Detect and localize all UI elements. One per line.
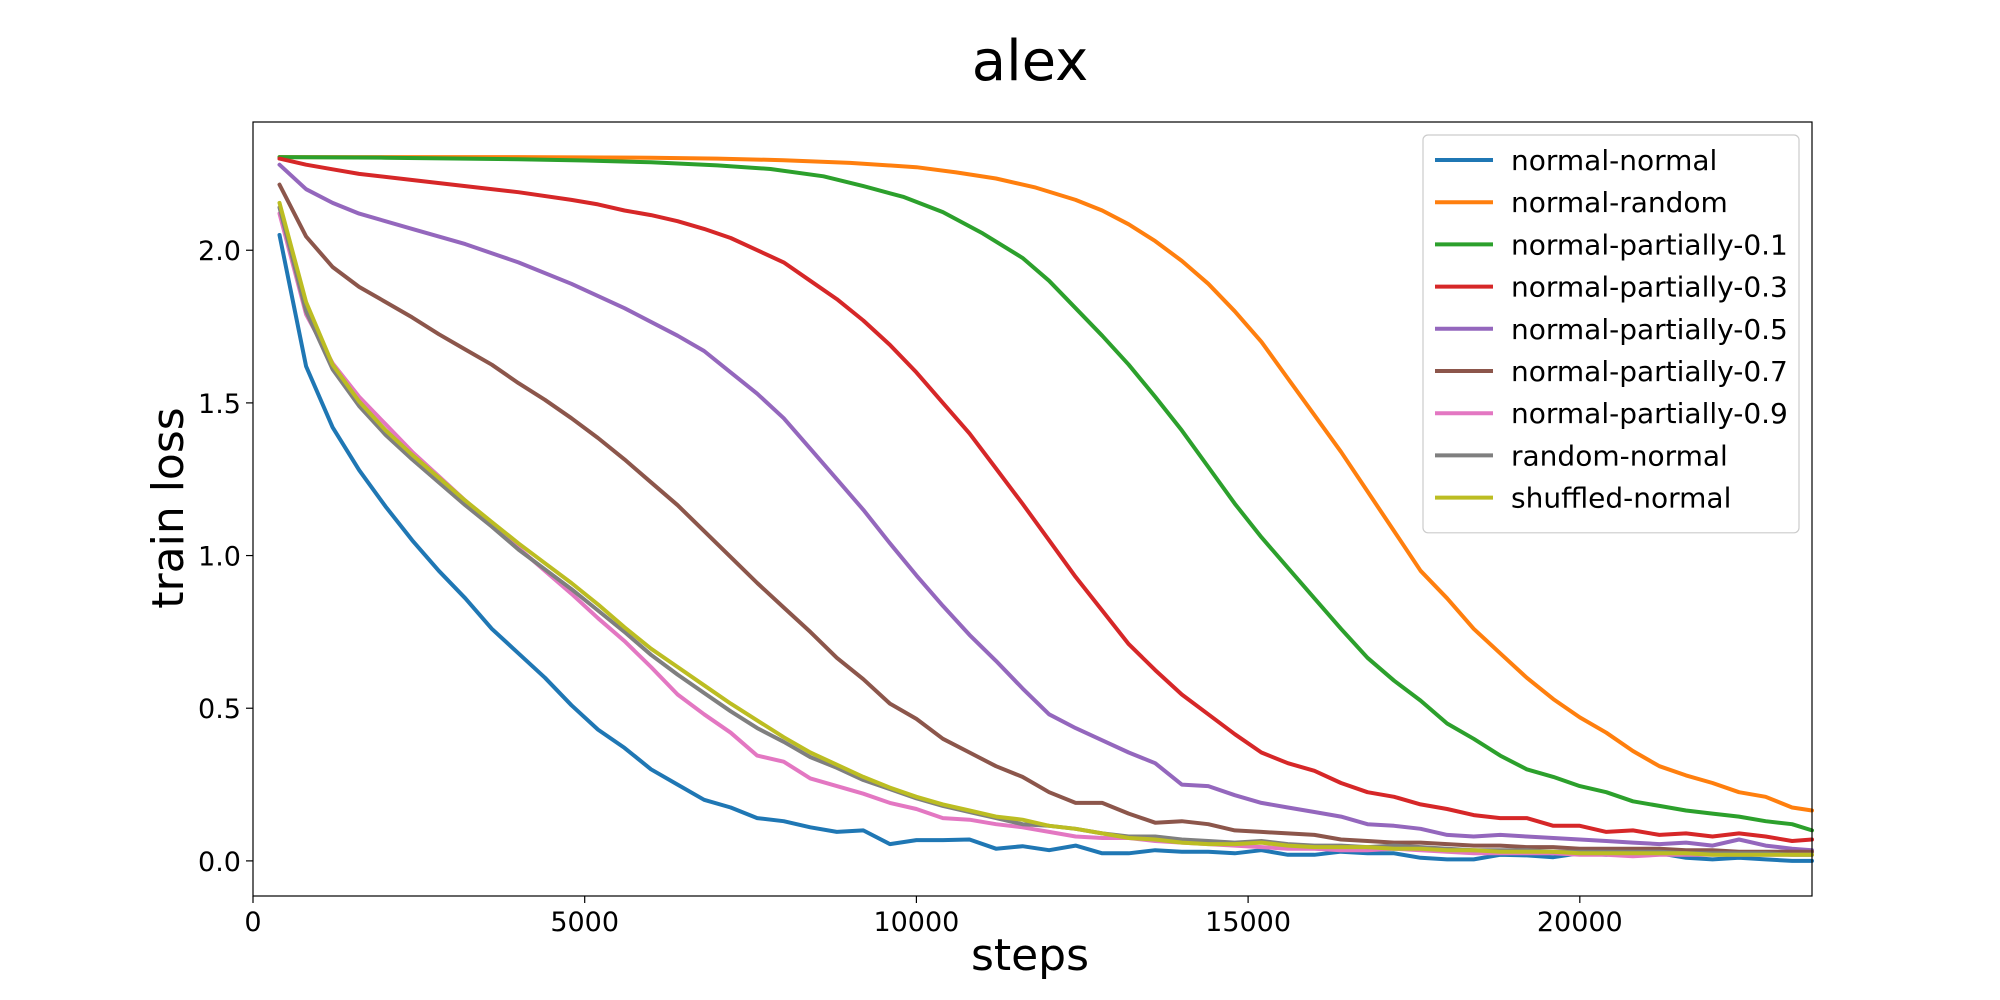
legend-label-normal-normal: normal-normal — [1511, 144, 1717, 177]
x-axis-title: steps — [971, 930, 1089, 981]
plot-frame — [252, 121, 1813, 897]
series-line-normal-partially-0.1 — [277, 155, 1814, 833]
plot-lines — [277, 155, 1814, 863]
x-tick-label: 10000 — [873, 907, 959, 938]
y-tick-label: 1.0 — [198, 542, 241, 573]
y-axis-title: train loss — [143, 407, 194, 608]
series-line-normal-partially-0.3 — [277, 156, 1814, 843]
series-line-normal-normal — [277, 233, 1814, 863]
y-tick-label: 0.5 — [198, 694, 241, 725]
x-axis-ticks: 0 5000 10000 15000 20000 — [244, 896, 1623, 938]
series-line-normal-partially-0.7 — [277, 182, 1814, 854]
series-line-normal-random — [277, 155, 1814, 813]
legend-label-random-normal: random-normal — [1511, 439, 1728, 472]
legend-label-normal-random: normal-random — [1511, 186, 1728, 219]
legend-label-normal-partially-0.1: normal-partially-0.1 — [1511, 228, 1788, 261]
x-tick-label: 20000 — [1537, 907, 1623, 938]
x-tick-label: 0 — [244, 907, 261, 938]
y-tick-label: 2.0 — [198, 236, 241, 267]
x-tick-label: 15000 — [1205, 907, 1291, 938]
x-tick-label: 5000 — [550, 907, 619, 938]
legend-label-normal-partially-0.9: normal-partially-0.9 — [1511, 397, 1788, 430]
y-axis-ticks: 0.0 0.5 1.0 1.5 2.0 — [198, 236, 253, 878]
series-line-shuffled-normal — [277, 200, 1814, 857]
series-line-normal-partially-0.5 — [277, 162, 1814, 853]
chart-title: alex — [972, 29, 1088, 94]
legend: normal-normal normal-random normal-partial… — [1422, 134, 1800, 534]
legend-label-shuffled-normal: shuffled-normal — [1511, 482, 1731, 515]
y-tick-label: 0.0 — [198, 847, 241, 878]
legend-label-normal-partially-0.3: normal-partially-0.3 — [1511, 271, 1788, 304]
legend-label-normal-partially-0.7: normal-partially-0.7 — [1511, 355, 1788, 388]
legend-box — [1422, 134, 1800, 534]
legend-label-normal-partially-0.5: normal-partially-0.5 — [1511, 313, 1788, 346]
y-tick-label: 1.5 — [198, 389, 241, 420]
